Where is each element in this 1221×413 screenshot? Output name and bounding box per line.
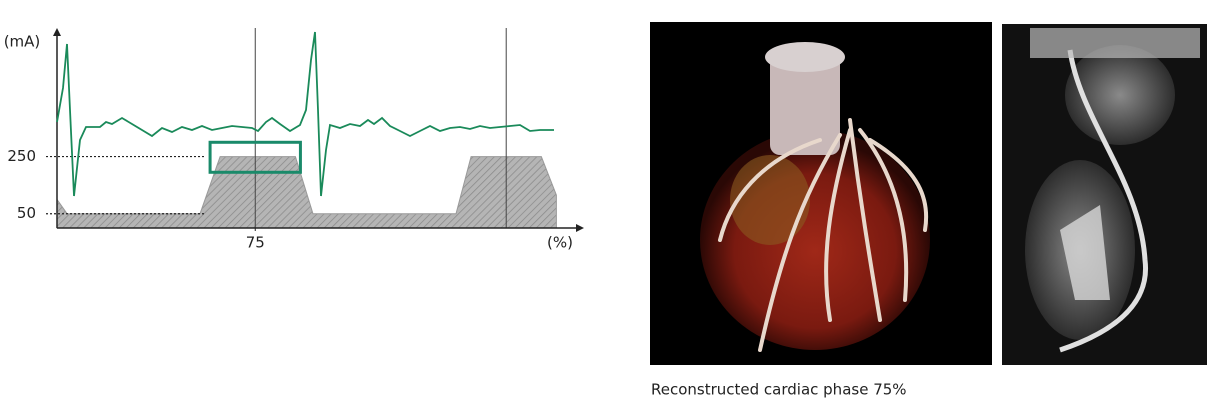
ecg-trace [56, 31, 554, 197]
y-tick-label: 250 [7, 147, 36, 165]
heart-render [650, 22, 992, 365]
chart: 50 250 75 (mA) (%) [4, 28, 584, 252]
y-axis-arrow [53, 28, 61, 36]
ct-slice [1002, 24, 1207, 365]
x-axis-label: (%) [547, 234, 573, 252]
highlight-box [208, 140, 302, 174]
caption: Reconstructed cardiac phase 75% [651, 381, 907, 399]
x-tick-label: 75 [246, 234, 265, 252]
y-axis-label: (mA) [4, 33, 41, 51]
y-tick-label: 50 [17, 204, 36, 222]
area [56, 156, 557, 229]
x-axis-arrow [576, 224, 584, 232]
